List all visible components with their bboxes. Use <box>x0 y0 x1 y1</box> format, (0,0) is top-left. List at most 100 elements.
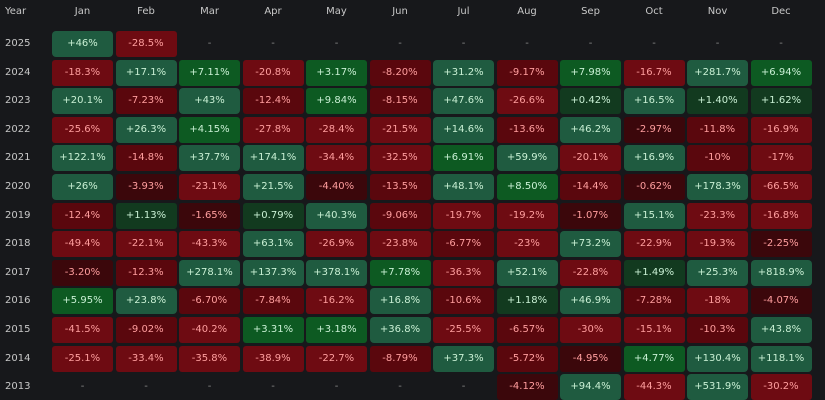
return-cell: +43% <box>179 88 240 115</box>
month-header-may: May <box>326 6 347 17</box>
return-cell: +1.62% <box>750 88 812 115</box>
return-cell: +118.1% <box>750 345 812 372</box>
return-cell: +94.4% <box>560 374 621 400</box>
return-cell: -30.2% <box>750 374 812 400</box>
year-column-header: Year <box>5 6 27 17</box>
month-header-jun: Jun <box>392 6 408 17</box>
return-cell: -4.95% <box>560 345 621 372</box>
return-cell: -26.6% <box>496 88 558 115</box>
month-header-jul: Jul <box>457 6 470 17</box>
return-cell: - <box>334 38 339 49</box>
return-cell: +46.2% <box>560 116 621 143</box>
month-header-dec: Dec <box>771 6 791 17</box>
return-cell: -35.8% <box>179 345 240 372</box>
year-label: 2020 <box>5 181 31 192</box>
return-cell: -23.8% <box>369 231 431 258</box>
year-label: 2017 <box>5 266 31 278</box>
month-header-oct: Oct <box>645 6 663 17</box>
return-cell: -19.2% <box>496 202 558 229</box>
return-cell: -12.3% <box>115 259 177 286</box>
return-cell: -12.4% <box>52 202 113 229</box>
month-header-feb: Feb <box>137 6 155 17</box>
return-cell: - <box>207 381 212 393</box>
return-cell: -7.28% <box>623 288 685 315</box>
return-cell: - <box>461 381 466 393</box>
return-cell: - <box>525 38 529 49</box>
month-header-nov: Nov <box>707 6 728 17</box>
return-cell: -23.3% <box>687 202 748 229</box>
return-cell: +122.1% <box>52 145 113 172</box>
return-cell: -3.93% <box>115 174 177 200</box>
return-cell: - <box>80 381 85 393</box>
return-cell: -16.8% <box>750 202 812 229</box>
month-header-sep: Sep <box>581 6 600 17</box>
return-cell: -18.3% <box>52 59 113 86</box>
return-cell: -1.65% <box>179 202 240 229</box>
return-cell: - <box>652 38 656 49</box>
return-cell: -3.20% <box>52 259 113 286</box>
return-cell: -25.1% <box>52 345 113 372</box>
return-cell: -19.3% <box>687 231 748 258</box>
return-cell: +3.17% <box>306 59 367 86</box>
return-cell: - <box>334 381 339 393</box>
return-cell: -18% <box>687 288 748 315</box>
return-cell: -6.77% <box>433 231 494 258</box>
return-cell: +174.1% <box>242 145 304 172</box>
return-cell: +7.11% <box>179 59 240 86</box>
year-label: 2019 <box>5 209 31 221</box>
year-label: 2014 <box>5 352 31 364</box>
return-cell: -33.4% <box>115 345 177 372</box>
return-cell: +1.40% <box>687 88 748 115</box>
return-cell: +43.8% <box>750 317 812 343</box>
year-label: 2013 <box>5 381 31 393</box>
return-cell: -13.6% <box>496 116 558 143</box>
return-cell: -1.07% <box>560 202 621 229</box>
return-cell: -16.9% <box>750 116 812 143</box>
return-cell: -16.7% <box>623 59 685 86</box>
year-label: 2016 <box>5 295 31 307</box>
return-cell: -22.8% <box>560 259 621 286</box>
return-cell: -21.5% <box>369 116 431 143</box>
return-cell: -11.8% <box>687 116 748 143</box>
return-cell: -34.4% <box>306 145 367 172</box>
return-cell: -15.1% <box>623 317 685 343</box>
month-header-aug: Aug <box>517 6 537 17</box>
return-cell: -4.40% <box>306 174 367 200</box>
return-cell: +5.95% <box>52 288 113 315</box>
return-cell: -10.3% <box>687 317 748 343</box>
year-label: 2023 <box>5 95 31 107</box>
return-cell: +14.6% <box>433 116 494 143</box>
return-cell: -28.5% <box>115 31 177 57</box>
return-cell: +26% <box>52 174 113 200</box>
month-header-jan: Jan <box>74 6 91 17</box>
return-cell: +137.3% <box>242 259 304 286</box>
return-cell: +63.1% <box>242 231 304 258</box>
return-cell: -12.4% <box>242 88 304 115</box>
return-cell: -20.8% <box>242 59 304 86</box>
return-cell: +37.7% <box>179 145 240 172</box>
return-cell: +46.9% <box>560 288 621 315</box>
return-cell: -66.5% <box>750 174 812 200</box>
return-cell: -6.57% <box>496 317 558 343</box>
return-cell: -49.4% <box>52 231 113 258</box>
return-cell: +26.3% <box>115 116 177 143</box>
return-cell: +3.31% <box>242 317 304 343</box>
return-cell: -17% <box>750 145 812 172</box>
return-cell: -9.02% <box>115 317 177 343</box>
return-cell: -27.8% <box>242 116 304 143</box>
return-cell: - <box>271 381 275 393</box>
return-cell: +818.9% <box>750 259 812 286</box>
return-cell: -0.62% <box>623 174 685 200</box>
return-cell: +0.79% <box>242 202 304 229</box>
return-cell: -9.06% <box>369 202 431 229</box>
return-cell: -38.9% <box>242 345 304 372</box>
return-cell: +8.50% <box>496 174 558 200</box>
return-cell: -23.1% <box>179 174 240 200</box>
return-cell: +59.9% <box>496 145 558 172</box>
year-label: 2018 <box>5 238 31 250</box>
return-cell: +20.1% <box>52 88 113 115</box>
return-cell: +15.1% <box>623 202 685 229</box>
return-cell: -30% <box>560 317 621 343</box>
month-header-apr: Apr <box>264 6 282 17</box>
